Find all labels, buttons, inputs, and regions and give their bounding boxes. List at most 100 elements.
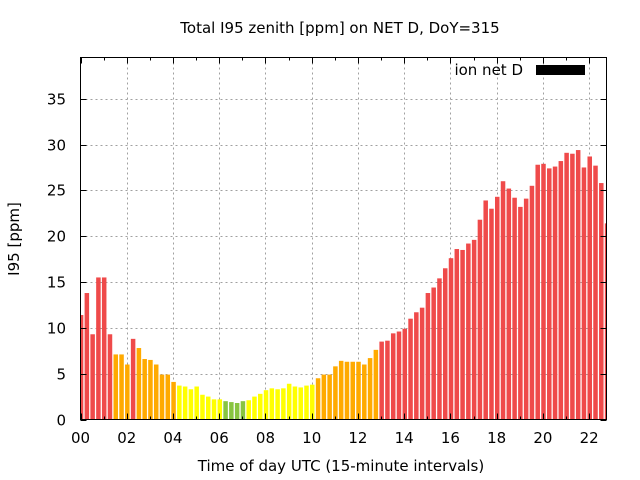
- bar: [599, 183, 604, 420]
- bar: [327, 374, 332, 420]
- x-tick-label: 04: [163, 429, 182, 447]
- bar: [90, 334, 95, 420]
- bar: [246, 400, 251, 420]
- bar: [194, 386, 199, 420]
- bar: [159, 374, 165, 420]
- bar: [390, 333, 396, 420]
- bar: [529, 185, 535, 420]
- y-tick-label: 10: [47, 320, 66, 338]
- bar: [292, 386, 298, 420]
- bar: [234, 403, 240, 420]
- bar: [188, 389, 194, 420]
- bar: [229, 402, 234, 420]
- bar: [142, 359, 147, 420]
- bar: [125, 364, 130, 420]
- bar: [373, 349, 379, 420]
- y-tick-label: 5: [56, 366, 66, 384]
- bar: [396, 331, 402, 420]
- bar: [310, 384, 315, 420]
- bar: [402, 328, 408, 420]
- bar: [182, 386, 188, 420]
- bar: [96, 277, 101, 420]
- bar: [269, 388, 275, 420]
- bar: [177, 385, 182, 420]
- bar: [211, 399, 217, 420]
- y-tick-label: 25: [47, 182, 66, 200]
- bar: [431, 287, 436, 420]
- bar: [489, 208, 494, 420]
- x-tick-label: 18: [487, 429, 506, 447]
- bar: [275, 389, 280, 420]
- bar: [258, 393, 263, 420]
- bars: [80, 150, 607, 420]
- bar: [321, 374, 327, 420]
- bar: [523, 198, 529, 420]
- bar: [379, 341, 384, 420]
- bar: [344, 361, 350, 420]
- bar: [593, 165, 598, 420]
- bar: [171, 381, 176, 420]
- axis-ticks: [80, 57, 607, 421]
- bar: [558, 161, 564, 420]
- y-tick-label: 15: [47, 274, 66, 292]
- bar: [223, 401, 228, 420]
- bar: [512, 197, 517, 420]
- bar: [153, 364, 159, 420]
- bar: [541, 163, 546, 420]
- bar: [263, 390, 269, 420]
- bar: [575, 150, 581, 420]
- bar: [148, 359, 153, 420]
- bar: [518, 206, 523, 420]
- bar: [80, 315, 84, 420]
- bar: [333, 366, 338, 420]
- bar: [136, 348, 142, 420]
- bar: [495, 196, 500, 420]
- y-tick-label: 30: [47, 137, 66, 155]
- x-axis-label: Time of day UTC (15-minute intervals): [197, 457, 484, 475]
- bar: [281, 388, 286, 420]
- bar: [437, 278, 442, 420]
- bar: [101, 277, 107, 420]
- y-axis-label: I95 [ppm]: [5, 202, 23, 276]
- legend: ion net D: [454, 61, 585, 79]
- plot-frame: [80, 57, 607, 420]
- bar: [217, 399, 223, 420]
- bar: [535, 164, 540, 420]
- bar: [286, 383, 292, 420]
- bar: [385, 340, 390, 420]
- bar: [414, 312, 419, 420]
- bar: [570, 153, 575, 420]
- bar: [304, 385, 309, 420]
- bar: [460, 249, 465, 420]
- legend-swatch: [536, 65, 585, 75]
- bar: [367, 358, 373, 420]
- bar: [454, 249, 460, 420]
- bar: [587, 156, 592, 420]
- x-tick-label: 02: [117, 429, 136, 447]
- bar: [442, 268, 448, 420]
- bar: [362, 364, 367, 420]
- bar: [500, 181, 506, 420]
- bar: [205, 396, 211, 420]
- y-tick-labels: 0 5 10 15 20 25 30 35: [47, 91, 66, 430]
- bar: [483, 200, 488, 420]
- x-tick-label: 22: [580, 429, 599, 447]
- bar: [356, 361, 361, 420]
- bar: [419, 307, 425, 420]
- x-tick-labels: 00 02 04 06 08 10 12 14 16 18 20 22: [71, 429, 599, 447]
- y-tick-label: 0: [56, 412, 66, 430]
- bar: [252, 396, 257, 420]
- bar: [564, 152, 569, 420]
- bar: [466, 243, 471, 420]
- bar: [448, 258, 454, 420]
- bar: [165, 374, 171, 420]
- chart-title: Total I95 zenith [ppm] on NET D, DoY=315: [179, 19, 499, 37]
- x-tick-label: 12: [348, 429, 367, 447]
- bar: [350, 361, 355, 420]
- bar: [477, 219, 483, 420]
- bar: [338, 360, 344, 420]
- y-tick-label: 35: [47, 91, 66, 109]
- bar: [471, 239, 477, 420]
- bar: [107, 334, 113, 420]
